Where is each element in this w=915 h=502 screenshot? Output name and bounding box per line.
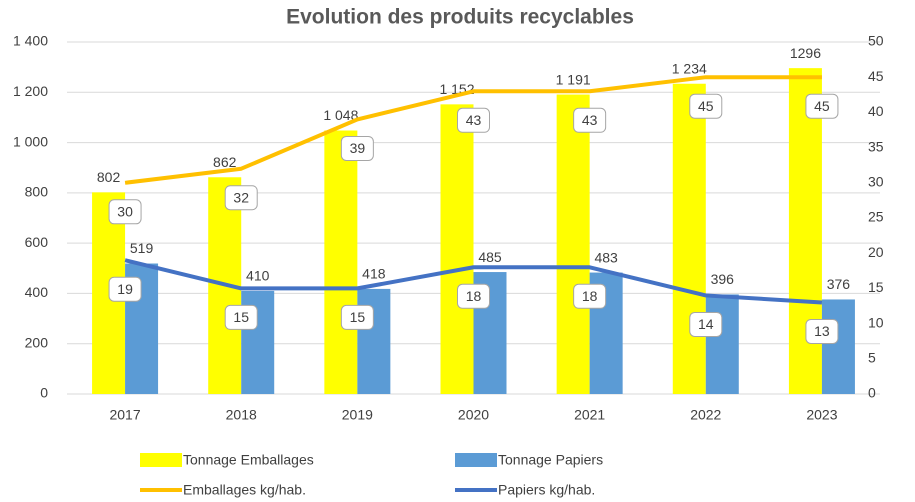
line-label-box xyxy=(108,199,142,225)
line-label-box xyxy=(108,276,142,302)
bar-label: 376 xyxy=(827,276,851,292)
y2-tick-label: 20 xyxy=(868,244,884,260)
line xyxy=(124,75,822,185)
y2-tick-label: 50 xyxy=(868,33,884,49)
y-tick-label: 600 xyxy=(25,234,49,250)
line-label-box xyxy=(689,93,723,119)
bar-label: 483 xyxy=(594,249,618,265)
y2-tick-label: 10 xyxy=(868,314,884,330)
line-label-box xyxy=(805,318,839,344)
bar xyxy=(705,294,739,394)
line-label: 15 xyxy=(233,309,249,325)
bar xyxy=(357,288,391,394)
bar-label: 1 191 xyxy=(556,71,591,87)
y2-tick-label: 30 xyxy=(868,174,884,190)
chart-title: Evolution des produits recyclables xyxy=(286,6,634,29)
y2-tick-label: 0 xyxy=(868,385,876,401)
y-tick-label: 1 000 xyxy=(13,133,48,149)
line-label-box xyxy=(340,304,374,330)
line-label-box xyxy=(573,107,607,133)
line-label-box xyxy=(224,304,258,330)
x-tick-label: 2020 xyxy=(458,407,489,423)
line-label: 45 xyxy=(814,98,830,114)
legend-label: Papiers kg/hab. xyxy=(498,482,595,498)
bar-label: 410 xyxy=(246,268,270,284)
line-label: 19 xyxy=(117,281,133,297)
line-label: 30 xyxy=(117,204,133,220)
line-label: 18 xyxy=(582,288,598,304)
line-label-box xyxy=(457,107,490,133)
x-tick-label: 2019 xyxy=(342,407,373,423)
bar-label: 1296 xyxy=(790,45,821,61)
y-tick-label: 1 200 xyxy=(13,83,48,99)
bar-label: 802 xyxy=(97,169,121,185)
bar xyxy=(440,104,474,395)
y-tick-label: 1 400 xyxy=(13,33,48,49)
bar xyxy=(821,299,855,394)
y-tick-label: 400 xyxy=(25,284,49,300)
line-label: 43 xyxy=(466,112,482,128)
line-label: 15 xyxy=(350,309,366,325)
y2-tick-label: 5 xyxy=(868,350,876,366)
y2-tick-label: 35 xyxy=(868,138,884,154)
x-tick-label: 2023 xyxy=(806,407,837,423)
legend-swatch xyxy=(455,453,497,467)
legend-swatch xyxy=(140,453,182,467)
x-tick-label: 2017 xyxy=(109,407,140,423)
bar xyxy=(324,130,358,394)
y2-tick-label: 45 xyxy=(868,68,884,84)
y2-tick-label: 15 xyxy=(868,279,884,295)
y2-tick-label: 25 xyxy=(868,209,884,225)
bar-label: 519 xyxy=(130,240,154,256)
line-label-box xyxy=(805,93,839,119)
bar-label: 418 xyxy=(362,266,386,282)
line-label: 39 xyxy=(350,140,366,156)
line-label: 14 xyxy=(698,316,714,332)
line-label-box xyxy=(340,135,374,161)
y-tick-label: 0 xyxy=(40,385,48,401)
line-label: 13 xyxy=(814,323,830,339)
bar xyxy=(672,83,706,394)
line-label: 18 xyxy=(466,288,482,304)
bar xyxy=(556,94,590,394)
line xyxy=(124,258,823,305)
legend-label: Emballages kg/hab. xyxy=(183,482,306,498)
bar-label: 1 234 xyxy=(672,60,707,76)
line-label-box xyxy=(689,311,723,337)
line-label: 45 xyxy=(698,98,714,114)
y-tick-label: 800 xyxy=(25,184,49,200)
line-label-box xyxy=(224,185,258,211)
line-label: 32 xyxy=(233,189,249,205)
bar-label: 396 xyxy=(711,271,735,287)
y-tick-label: 200 xyxy=(25,334,49,350)
x-tick-label: 2018 xyxy=(226,407,257,423)
legend-label: Tonnage Papiers xyxy=(498,452,603,468)
x-tick-label: 2021 xyxy=(574,407,605,423)
legend-label: Tonnage Emballages xyxy=(183,452,314,468)
x-tick-label: 2022 xyxy=(690,407,721,423)
line-label: 43 xyxy=(582,112,598,128)
bar-label: 862 xyxy=(213,154,237,170)
line-label-box xyxy=(457,283,490,309)
bar-label: 1 048 xyxy=(323,107,358,123)
bar-label: 485 xyxy=(478,249,502,265)
line-label-box xyxy=(573,283,607,309)
y2-tick-label: 40 xyxy=(868,103,884,119)
